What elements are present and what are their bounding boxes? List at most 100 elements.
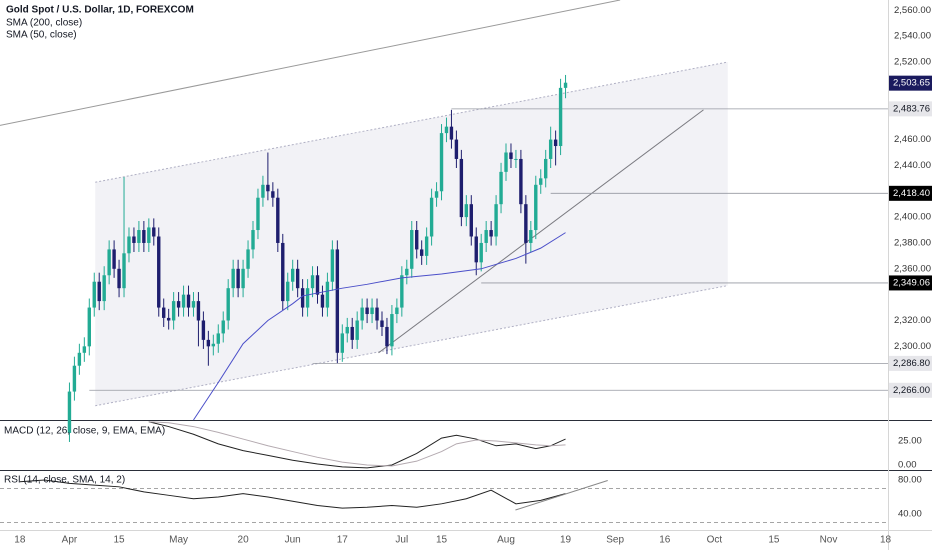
channel-lower [95, 285, 728, 407]
candle-body [152, 227, 156, 237]
rsi-line [19, 479, 566, 509]
candle-body [87, 307, 91, 347]
price-label-box [889, 355, 932, 371]
candle-body [206, 339, 211, 347]
candle-body [419, 249, 424, 256]
x-tick-label: 15 [436, 535, 448, 546]
y-tick-label: 2,520.00 [894, 57, 931, 68]
candle-body [360, 307, 364, 321]
candle-body [320, 294, 325, 308]
candle-body [305, 288, 310, 308]
candle-body [454, 139, 459, 159]
candle-body [181, 294, 186, 308]
candle-body [127, 236, 131, 254]
chart-title: Gold Spot / U.S. Dollar, 1D, FOREXCOM [6, 5, 194, 16]
candle-body [176, 301, 181, 308]
candle-body [424, 236, 429, 256]
x-tick-label: Jul [395, 535, 408, 546]
candle-body [553, 139, 558, 147]
candle-body [300, 288, 305, 308]
candle-body [474, 236, 478, 263]
candle-body [543, 158, 548, 179]
candle-body [166, 317, 171, 321]
candle-body [266, 184, 270, 192]
candle-body [534, 184, 538, 231]
y-tick-label: 2,320.00 [894, 315, 931, 326]
y-tick-label: 2,380.00 [894, 237, 931, 248]
sma-line [193, 232, 566, 421]
price-label: 2,418.40 [893, 188, 930, 199]
candle-body [390, 314, 394, 347]
y-tick-label: 2,400.00 [894, 212, 931, 223]
candle-body [479, 242, 483, 263]
x-tick-label: 19 [560, 535, 572, 546]
x-tick-label: Nov [820, 535, 838, 546]
candle-body [72, 365, 77, 392]
x-tick-label: 17 [337, 535, 349, 546]
y-tick-label: 2,360.00 [894, 263, 931, 274]
candle-body [355, 320, 359, 340]
candle-body [276, 197, 280, 243]
candle-body [211, 343, 216, 347]
x-tick-label: Oct [707, 535, 723, 546]
candle-body [504, 152, 508, 172]
candle-body [157, 236, 161, 308]
candle-body [563, 82, 568, 88]
candle-body [77, 352, 82, 366]
x-tick-label: 18 [880, 535, 892, 546]
candle-body [137, 230, 141, 243]
candle-body [509, 152, 513, 159]
candle-body [350, 326, 354, 340]
candle-body [405, 268, 409, 276]
candle-body [340, 333, 345, 353]
y-tick-label: 2,460.00 [894, 134, 931, 145]
macd-line [148, 421, 566, 467]
candle-body [67, 391, 72, 433]
candle-body [196, 301, 201, 321]
candle-body [330, 249, 335, 282]
candle-body [97, 281, 101, 302]
rsi-trend-line [515, 480, 608, 511]
candle-body [489, 230, 493, 237]
candle-body [112, 249, 116, 269]
rsi-tick-label: 80.00 [898, 475, 922, 486]
candle-body [241, 268, 245, 289]
macd-line [148, 421, 566, 469]
candle-body [444, 126, 449, 134]
macd-tick-label: 25.00 [898, 435, 922, 446]
candle-body [231, 268, 235, 289]
candle-body [107, 249, 111, 276]
y-tick-label: 2,440.00 [894, 160, 931, 171]
candle-body [221, 320, 225, 334]
candle-body [370, 307, 374, 315]
candle-body [539, 178, 543, 185]
rsi-title: RSI (14, close, SMA, 14, 2) [4, 475, 125, 486]
candle-body [271, 191, 275, 198]
trend-line [378, 109, 704, 354]
candle-body [464, 204, 469, 218]
price-label-box [889, 185, 932, 201]
candle-body [519, 158, 523, 205]
candle-body [201, 320, 206, 340]
candle-body [429, 197, 434, 237]
candle-body [548, 139, 553, 159]
x-tick-label: 20 [238, 535, 250, 546]
trend-line [0, 0, 621, 126]
x-tick-label: Sep [606, 535, 624, 546]
candle-body [310, 275, 315, 289]
candle-body [449, 126, 454, 140]
candle-body [186, 294, 191, 308]
candle-body [365, 307, 369, 315]
candle-body [92, 281, 96, 308]
price-label: 2,266.00 [893, 385, 930, 396]
macd-title: MACD (12, 26, close, 9, EMA, EMA) [4, 426, 165, 437]
candle-body [216, 333, 220, 344]
legend-entry: SMA (200, close) [6, 18, 82, 29]
candle-body [514, 158, 518, 160]
candle-body [171, 301, 176, 321]
candle-body [325, 281, 330, 308]
candle-body [122, 253, 126, 289]
price-label-box [889, 75, 932, 91]
candle-body [345, 326, 349, 334]
